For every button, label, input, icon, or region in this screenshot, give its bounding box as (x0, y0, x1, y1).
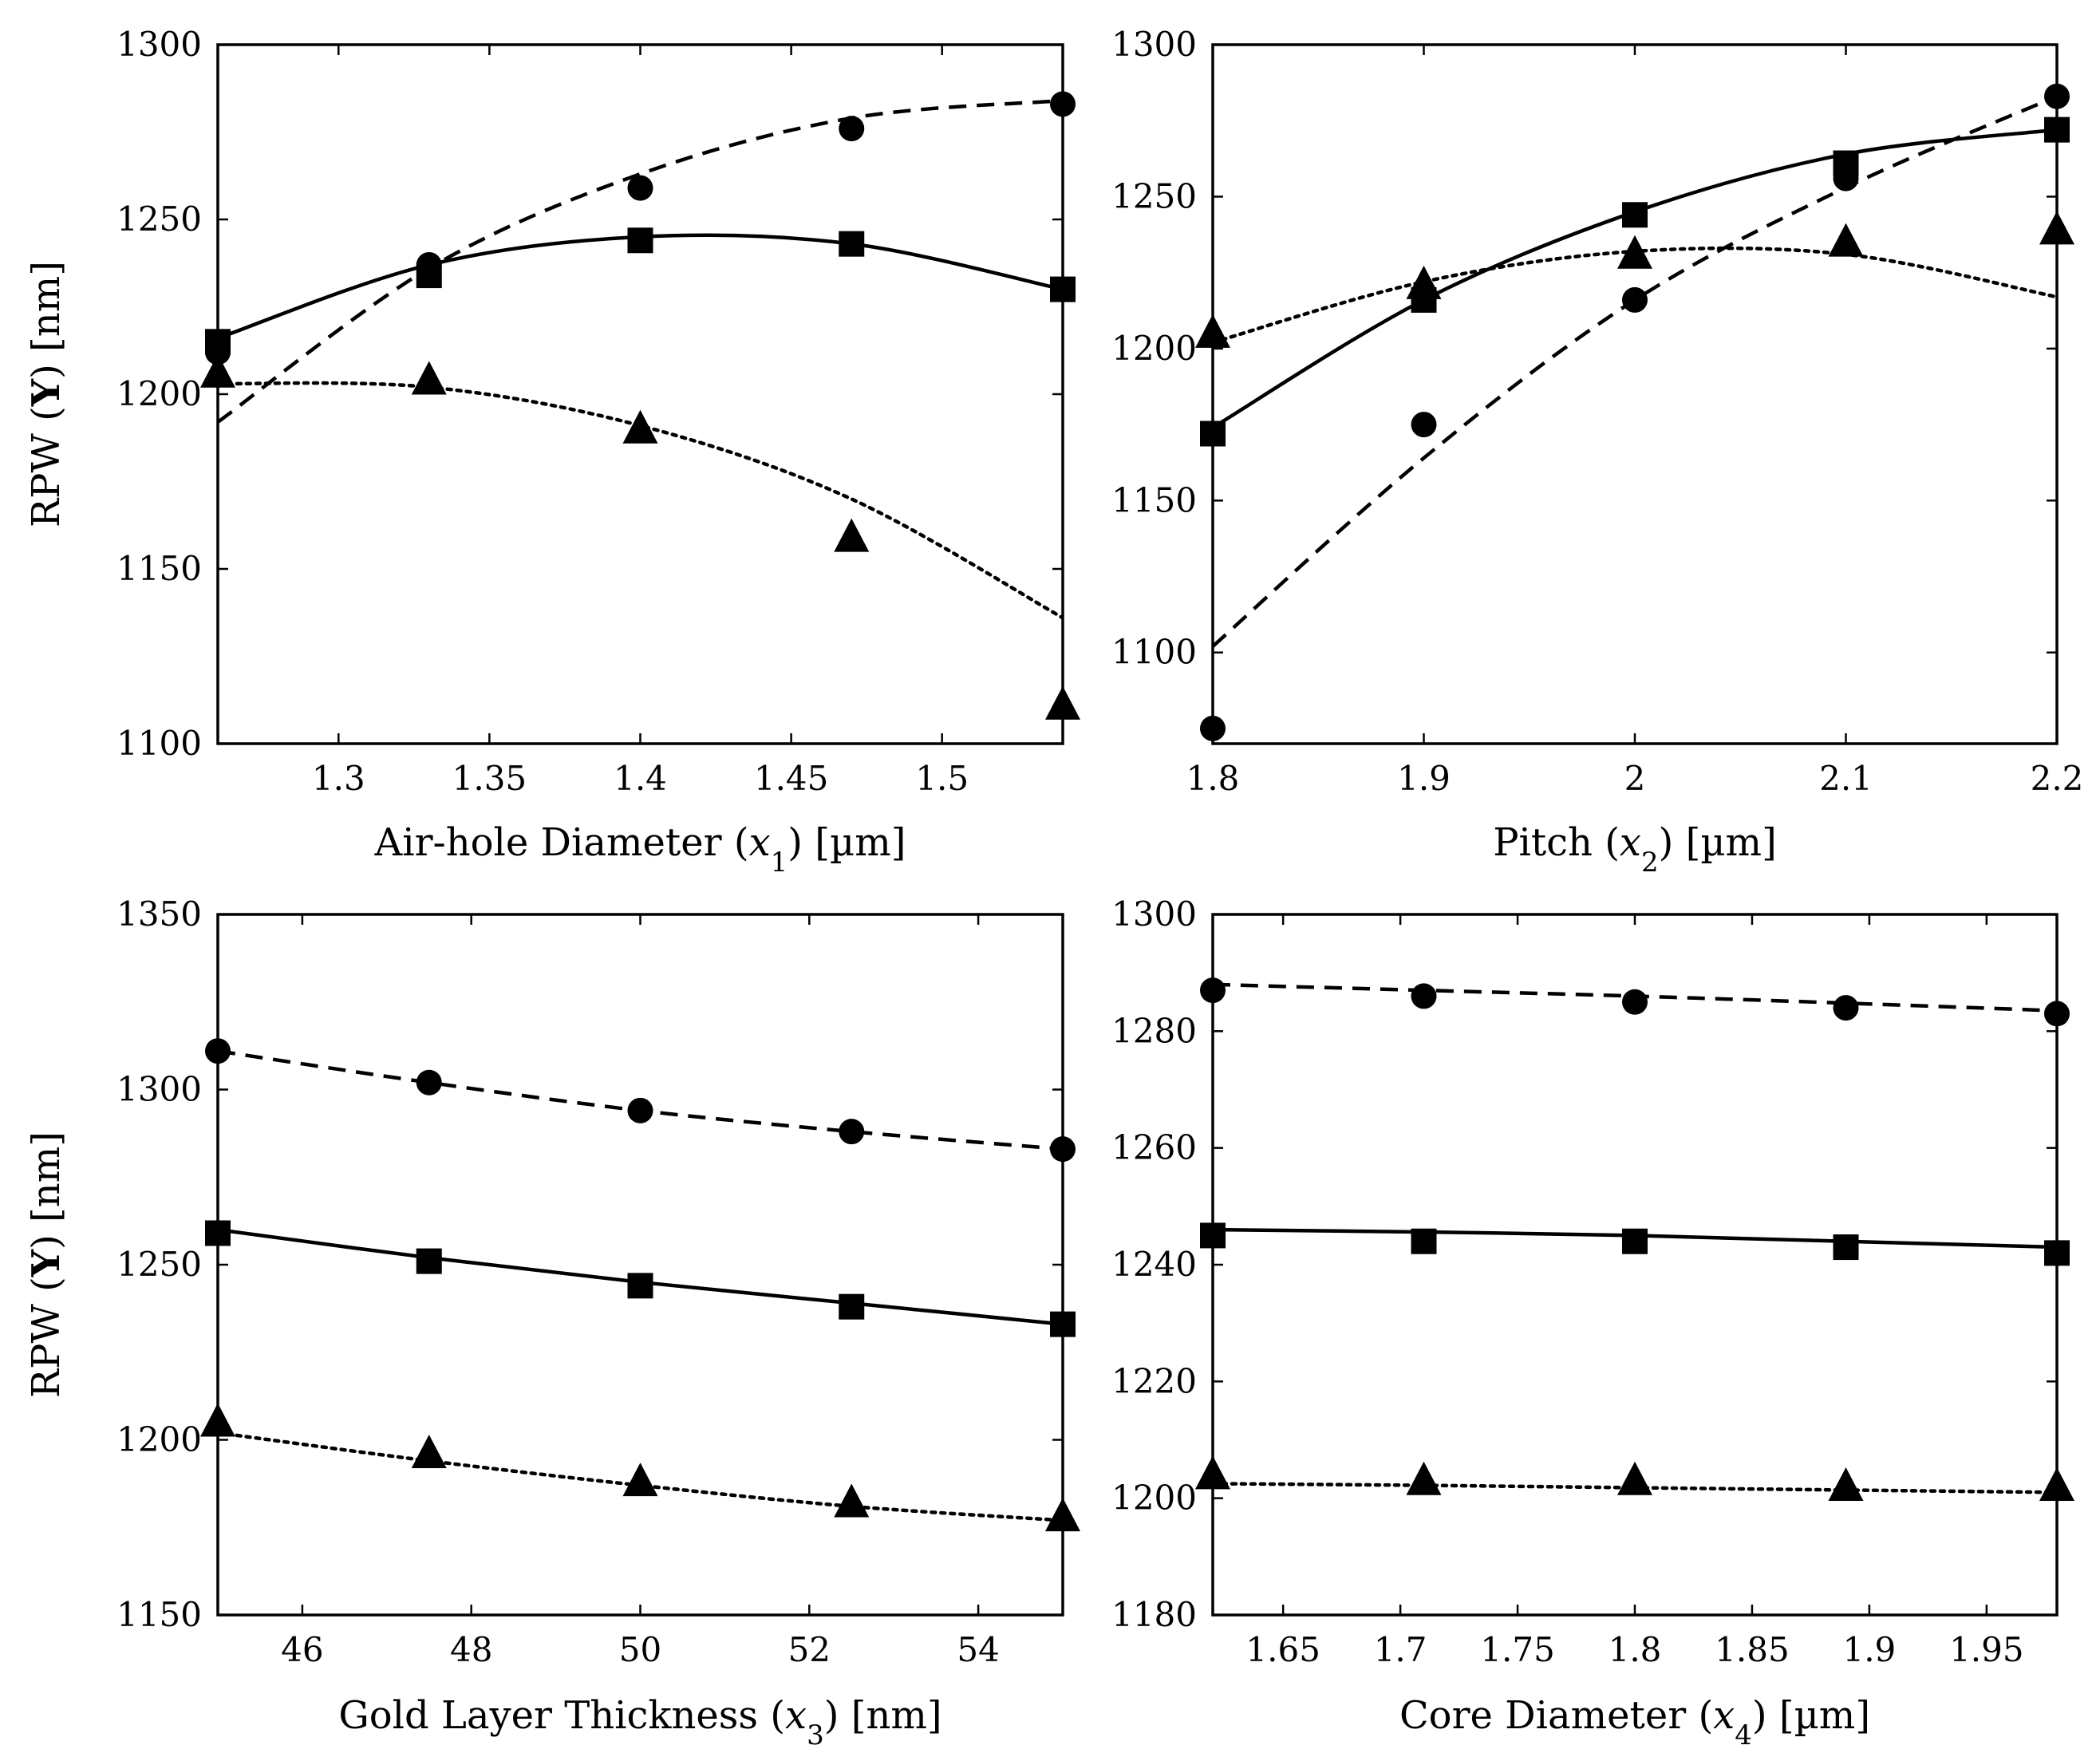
y-tick-label: 1200 (1111, 329, 1197, 368)
y-tick-label: 1200 (116, 1420, 202, 1459)
x-tick-label: 1.45 (754, 759, 829, 798)
xlabel-3: Gold Layer Thickness (x3) [nm] (338, 1693, 941, 1751)
plot-area-4: 1.65 1.7 1.75 1.8 1.85 1.9 1.95 1180 1200 1220 124… (1111, 894, 2074, 1669)
circle-marker (1622, 286, 1648, 313)
x-tick-label: 2.1 (1819, 759, 1873, 798)
y-tick-label: 1300 (1111, 894, 1197, 934)
circle-marker (1411, 983, 1437, 1009)
square-marker (839, 231, 865, 257)
y-tick-label: 1300 (116, 25, 202, 64)
y-tick-label: 1350 (116, 894, 202, 934)
x-tick-label: 50 (619, 1630, 661, 1669)
y-tick-label: 1150 (116, 1595, 202, 1634)
y-tick-label: 1100 (116, 724, 202, 763)
triangle-marker (411, 1435, 447, 1469)
plot-area-3: 46 48 50 52 54 1150 1200 1250 1300 1350 (116, 894, 1080, 1669)
x-tick-label: 1.3 (312, 759, 365, 798)
triangle-marker (1828, 1467, 1864, 1502)
square-marker (1411, 1228, 1437, 1254)
triangle-marker (622, 1463, 658, 1497)
plot-area-1: 1.3 1.35 1.4 1.45 1.5 1100 1150 1200 1250 1300 (116, 25, 1080, 798)
ylabel-3: RPW (Y) [nm] (24, 1131, 69, 1398)
circle-marker (839, 116, 865, 142)
y-tick-label: 1220 (1111, 1361, 1197, 1400)
x-tick-label: 2.2 (2031, 759, 2084, 798)
triangle-marker (622, 409, 658, 444)
square-marker (416, 1248, 442, 1274)
y-tick-label: 1100 (1111, 633, 1197, 672)
xlabel-1: Air-hole Diameter (x1) [µm] (374, 820, 906, 878)
plot-frame (216, 913, 1064, 1617)
triangle-marker (1828, 223, 1864, 257)
square-marker (627, 227, 653, 254)
panel-air-hole-diameter: 1.3 1.35 1.4 1.45 1.5 1100 1150 1200 1250 1300 Ai… (24, 25, 1080, 878)
square-marker (1833, 150, 1859, 176)
x-tick-label: 1.8 (1186, 759, 1240, 798)
square-marker (416, 263, 442, 289)
x-tick-label: 2 (1624, 759, 1646, 798)
y-tick-label: 1200 (116, 374, 202, 413)
xlabel-4: Core Diameter (x4) [µm] (1399, 1693, 1870, 1751)
circle-marker (1411, 412, 1437, 438)
plot-area-2: 1.8 1.9 2 2.1 2.2 1100 1150 1200 1250 1300 (1111, 25, 2083, 798)
y-tick-label: 1300 (1111, 25, 1197, 64)
x-tick-label: 1.85 (1715, 1630, 1790, 1669)
ylabel-1: RPW (Y) [nm] (24, 261, 69, 527)
circle-marker (839, 1119, 865, 1145)
square-series-fit-line (1213, 128, 2057, 429)
y-tick-label: 1240 (1111, 1245, 1197, 1284)
circle-marker (627, 175, 653, 201)
circle-series-fit-line (1213, 94, 2057, 648)
y-tick-label: 1260 (1111, 1128, 1197, 1167)
panel-pitch: 1.8 1.9 2 2.1 2.2 1100 1150 1200 1250 1300 Pitch … (1111, 25, 2083, 878)
square-marker (839, 1293, 865, 1320)
plot-frame (216, 43, 1064, 745)
panel-gold-layer-thickness: 46 48 50 52 54 1150 1200 1250 1300 1350 Gold Laye… (24, 894, 1080, 1751)
plot-frame (1211, 43, 2059, 745)
x-tick-label: 1.4 (614, 759, 667, 798)
x-tick-label: 1.7 (1374, 1630, 1427, 1669)
y-tick-label: 1150 (1111, 480, 1197, 519)
x-tick-label: 46 (281, 1630, 323, 1669)
x-tick-label: 1.5 (915, 759, 969, 798)
circle-marker (1833, 995, 1859, 1021)
x-tick-label: 1.65 (1245, 1630, 1320, 1669)
triangle-marker (834, 1483, 870, 1518)
square-marker (1622, 202, 1648, 228)
x-tick-label: 1.9 (1397, 759, 1451, 798)
square-marker (1622, 1228, 1648, 1254)
y-tick-label: 1300 (116, 1070, 202, 1109)
circle-marker (627, 1097, 653, 1123)
triangle-marker (1617, 1461, 1652, 1495)
square-marker (1833, 1234, 1859, 1261)
x-tick-label: 1.8 (1609, 1630, 1662, 1669)
x-tick-label: 1.35 (452, 759, 527, 798)
circle-series-fit-line (218, 98, 1063, 424)
triangle-marker (1406, 1461, 1442, 1495)
square-marker (627, 1273, 653, 1299)
circle-marker (1622, 989, 1648, 1015)
triangle-marker (834, 518, 870, 552)
plot-frame (1211, 913, 2059, 1617)
x-tick-label: 1.75 (1480, 1630, 1555, 1669)
y-tick-label: 1250 (116, 1245, 202, 1284)
y-tick-label: 1200 (1111, 1479, 1197, 1518)
x-tick-label: 54 (957, 1630, 999, 1669)
panel-core-diameter: 1.65 1.7 1.75 1.8 1.85 1.9 1.95 1180 1200 1220 124… (1111, 894, 2074, 1751)
y-tick-label: 1250 (116, 199, 202, 239)
triangle-marker (1406, 265, 1442, 299)
circle-marker (416, 1069, 442, 1096)
triangle-marker (411, 361, 447, 395)
x-tick-label: 1.9 (1842, 1630, 1896, 1669)
xlabel-2: Pitch (x2) [µm] (1493, 820, 1777, 878)
x-tick-label: 1.95 (1949, 1630, 2024, 1669)
y-tick-label: 1180 (1111, 1595, 1197, 1634)
y-tick-label: 1280 (1111, 1011, 1197, 1050)
y-tick-label: 1150 (116, 549, 202, 588)
x-tick-label: 52 (788, 1630, 831, 1669)
triangle-marker (1617, 235, 1652, 269)
x-tick-label: 48 (450, 1630, 492, 1669)
y-tick-label: 1250 (1111, 176, 1197, 215)
